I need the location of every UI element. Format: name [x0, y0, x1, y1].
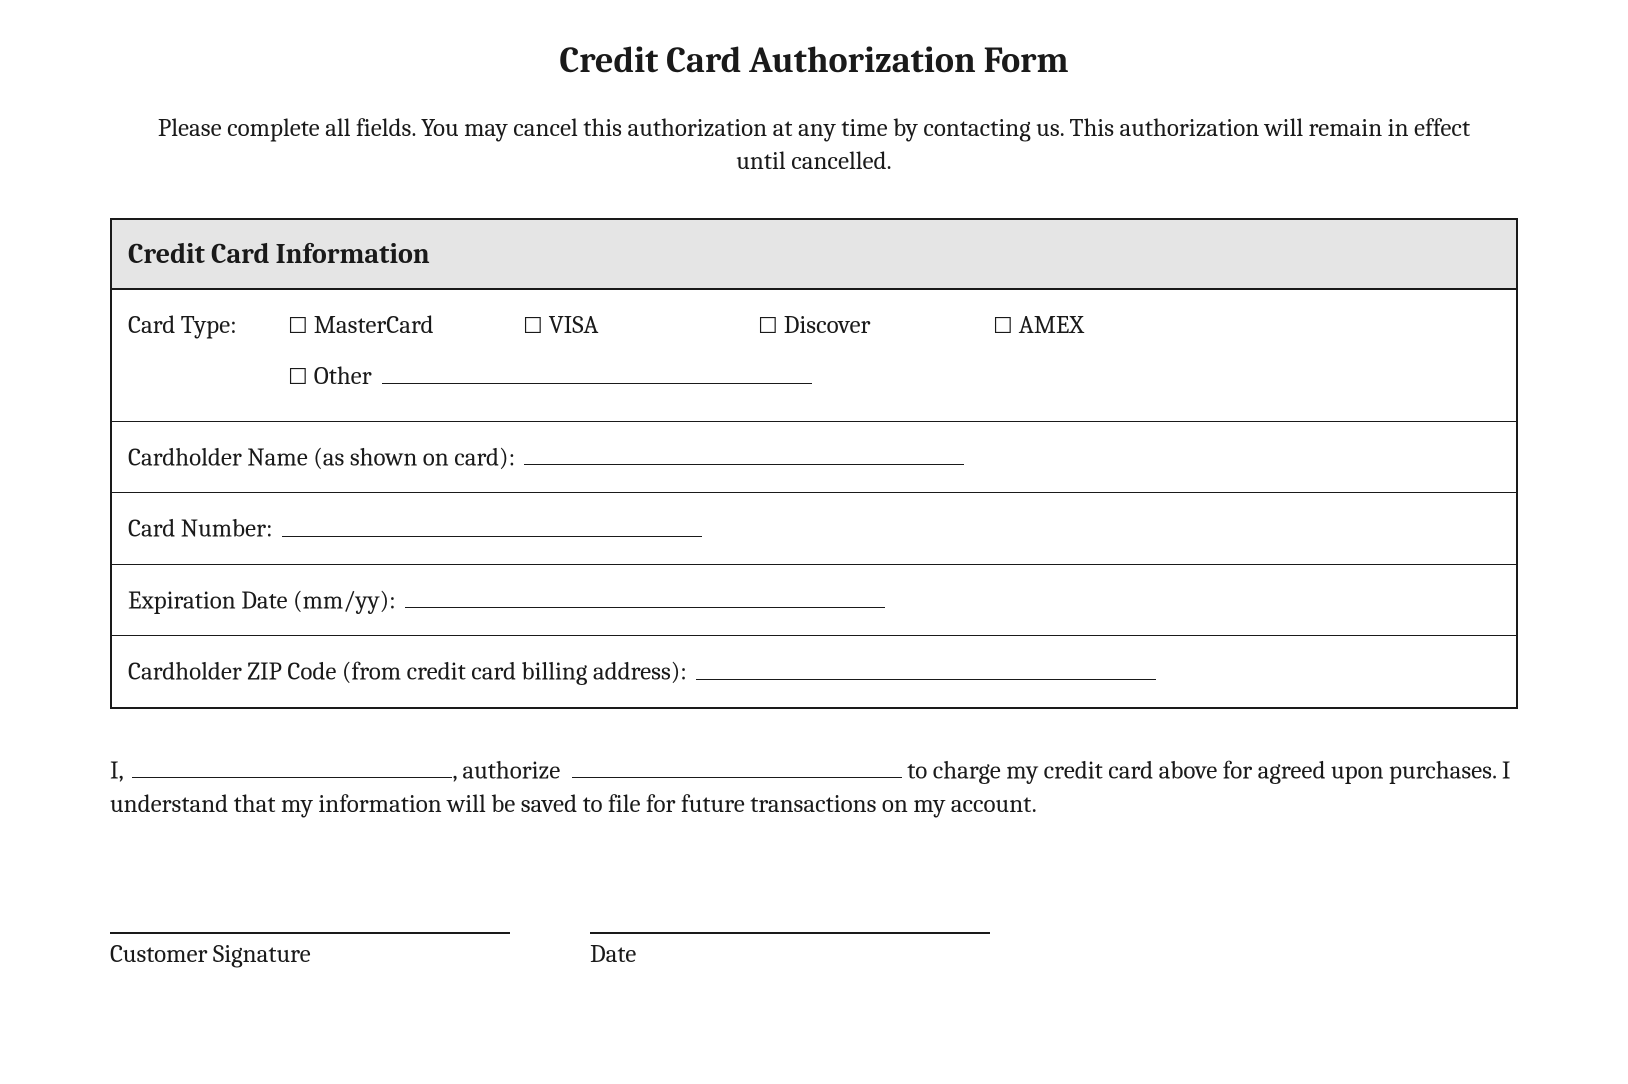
checkbox-icon: ☐ — [288, 309, 308, 344]
card-type-option-label: AMEX — [1019, 306, 1084, 346]
date-label: Date — [590, 940, 990, 969]
auth-payee-line[interactable] — [572, 751, 902, 779]
zip-row: Cardholder ZIP Code (from credit card bi… — [112, 636, 1516, 707]
date-line[interactable] — [590, 932, 990, 934]
expiration-label: Expiration Date (mm/yy): — [128, 586, 395, 615]
credit-card-info-table: Credit Card Information Card Type: ☐Mast… — [110, 218, 1518, 709]
page-title: Credit Card Authorization Form — [110, 40, 1518, 81]
card-number-line[interactable] — [282, 509, 702, 537]
auth-prefix: I, — [110, 756, 123, 785]
signature-row: Customer Signature Date — [110, 932, 1518, 969]
expiration-line[interactable] — [405, 581, 885, 609]
zip-label: Cardholder ZIP Code (from credit card bi… — [128, 658, 687, 687]
customer-signature-label: Customer Signature — [110, 940, 510, 969]
card-type-option-discover[interactable]: ☐Discover — [758, 306, 993, 346]
expiration-row: Expiration Date (mm/yy): — [112, 565, 1516, 637]
card-number-row: Card Number: — [112, 493, 1516, 565]
checkbox-icon: ☐ — [288, 360, 308, 395]
card-type-row: Card Type: ☐MasterCard ☐VISA ☐Discover ☐… — [112, 290, 1516, 422]
cardholder-name-row: Cardholder Name (as shown on card): — [112, 422, 1516, 494]
intro-text: Please complete all fields. You may canc… — [110, 113, 1518, 178]
signature-block-customer: Customer Signature — [110, 932, 510, 969]
checkbox-icon: ☐ — [523, 309, 543, 344]
auth-mid1: , authorize — [452, 756, 560, 785]
other-fill-line[interactable] — [382, 356, 812, 384]
signature-block-date: Date — [590, 932, 990, 969]
section-header: Credit Card Information — [112, 220, 1516, 290]
card-type-option-mastercard[interactable]: ☐MasterCard — [288, 306, 523, 346]
card-type-option-label: MasterCard — [314, 306, 434, 346]
customer-signature-line[interactable] — [110, 932, 510, 934]
card-number-label: Card Number: — [128, 515, 272, 544]
card-type-option-visa[interactable]: ☐VISA — [523, 306, 758, 346]
card-type-option-label: Other — [314, 357, 372, 397]
card-type-label: Card Type: — [128, 306, 288, 346]
checkbox-icon: ☐ — [993, 309, 1013, 344]
card-type-options: ☐MasterCard ☐VISA ☐Discover ☐AMEX ☐Other — [288, 306, 1500, 407]
checkbox-icon: ☐ — [758, 309, 778, 344]
cardholder-name-label: Cardholder Name (as shown on card): — [128, 443, 515, 472]
authorization-text: I, , authorize to charge my credit card … — [110, 751, 1518, 822]
card-type-option-amex[interactable]: ☐AMEX — [993, 306, 1228, 346]
card-type-option-label: VISA — [549, 306, 599, 346]
zip-line[interactable] — [696, 652, 1156, 680]
auth-name-line[interactable] — [132, 751, 452, 779]
cardholder-name-line[interactable] — [524, 438, 964, 466]
card-type-option-label: Discover — [784, 306, 871, 346]
card-type-option-other[interactable]: ☐Other — [288, 356, 812, 397]
